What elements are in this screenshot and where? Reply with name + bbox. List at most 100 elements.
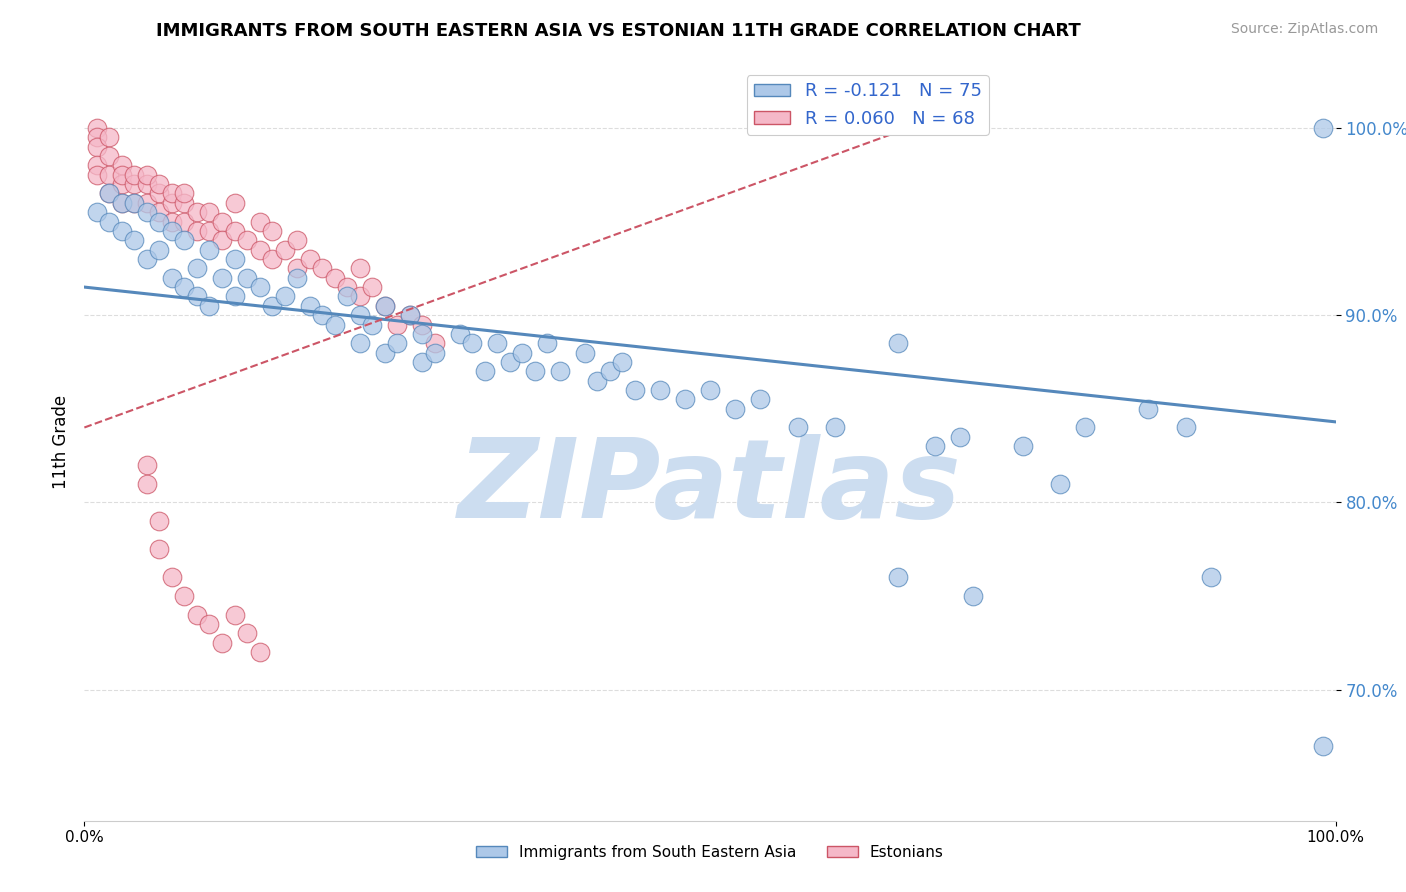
- Point: [98, 214, 121, 228]
- Point: [148, 214, 170, 228]
- Point: [236, 626, 259, 640]
- Point: [148, 542, 170, 557]
- Point: [173, 195, 195, 210]
- Point: [198, 299, 221, 313]
- Point: [586, 374, 609, 388]
- Point: [211, 270, 233, 285]
- Point: [98, 186, 121, 201]
- Point: [374, 345, 396, 359]
- Point: [423, 345, 446, 359]
- Point: [749, 392, 772, 407]
- Point: [411, 355, 433, 369]
- Point: [361, 318, 384, 332]
- Point: [136, 252, 159, 266]
- Text: ZIPatlas: ZIPatlas: [458, 434, 962, 541]
- Point: [173, 186, 195, 201]
- Point: [111, 195, 134, 210]
- Point: [186, 289, 208, 303]
- Point: [262, 252, 284, 266]
- Point: [724, 401, 747, 416]
- Point: [887, 570, 910, 584]
- Point: [249, 645, 271, 659]
- Point: [1174, 420, 1197, 434]
- Point: [349, 336, 371, 351]
- Point: [111, 168, 134, 182]
- Point: [224, 289, 246, 303]
- Point: [1136, 401, 1159, 416]
- Point: [148, 177, 170, 191]
- Point: [699, 383, 721, 397]
- Point: [285, 261, 308, 276]
- Point: [349, 289, 371, 303]
- Point: [148, 205, 170, 219]
- Point: [86, 168, 108, 182]
- Point: [398, 308, 420, 322]
- Point: [86, 130, 108, 145]
- Point: [173, 589, 195, 603]
- Point: [173, 280, 195, 294]
- Point: [824, 420, 846, 434]
- Point: [124, 168, 146, 182]
- Point: [374, 299, 396, 313]
- Point: [374, 299, 396, 313]
- Point: [124, 195, 146, 210]
- Point: [186, 205, 208, 219]
- Point: [385, 318, 409, 332]
- Point: [311, 308, 333, 322]
- Point: [411, 326, 433, 341]
- Point: [673, 392, 696, 407]
- Point: [111, 177, 134, 191]
- Point: [949, 430, 972, 444]
- Point: [273, 243, 295, 257]
- Point: [449, 326, 471, 341]
- Point: [198, 224, 221, 238]
- Y-axis label: 11th Grade: 11th Grade: [52, 394, 70, 489]
- Point: [211, 214, 233, 228]
- Point: [924, 439, 946, 453]
- Point: [262, 224, 284, 238]
- Point: [236, 270, 259, 285]
- Point: [124, 233, 146, 247]
- Point: [536, 336, 558, 351]
- Point: [224, 224, 246, 238]
- Point: [262, 299, 284, 313]
- Point: [311, 261, 333, 276]
- Point: [398, 308, 420, 322]
- Point: [98, 168, 121, 182]
- Point: [160, 270, 183, 285]
- Point: [198, 243, 221, 257]
- Point: [211, 233, 233, 247]
- Point: [1312, 120, 1334, 135]
- Point: [160, 186, 183, 201]
- Point: [98, 130, 121, 145]
- Point: [98, 149, 121, 163]
- Point: [236, 233, 259, 247]
- Point: [548, 364, 571, 378]
- Point: [111, 158, 134, 172]
- Point: [298, 252, 321, 266]
- Point: [136, 177, 159, 191]
- Point: [1074, 420, 1097, 434]
- Point: [523, 364, 546, 378]
- Legend: Immigrants from South Eastern Asia, Estonians: Immigrants from South Eastern Asia, Esto…: [470, 838, 950, 866]
- Point: [423, 336, 446, 351]
- Point: [285, 233, 308, 247]
- Point: [786, 420, 808, 434]
- Point: [136, 168, 159, 182]
- Point: [198, 205, 221, 219]
- Point: [624, 383, 647, 397]
- Point: [136, 205, 159, 219]
- Point: [361, 280, 384, 294]
- Point: [1049, 476, 1071, 491]
- Point: [249, 280, 271, 294]
- Point: [385, 336, 409, 351]
- Point: [599, 364, 621, 378]
- Point: [86, 158, 108, 172]
- Point: [224, 607, 246, 622]
- Point: [111, 224, 134, 238]
- Point: [98, 186, 121, 201]
- Point: [160, 570, 183, 584]
- Text: Source: ZipAtlas.com: Source: ZipAtlas.com: [1230, 22, 1378, 37]
- Point: [224, 195, 246, 210]
- Point: [574, 345, 596, 359]
